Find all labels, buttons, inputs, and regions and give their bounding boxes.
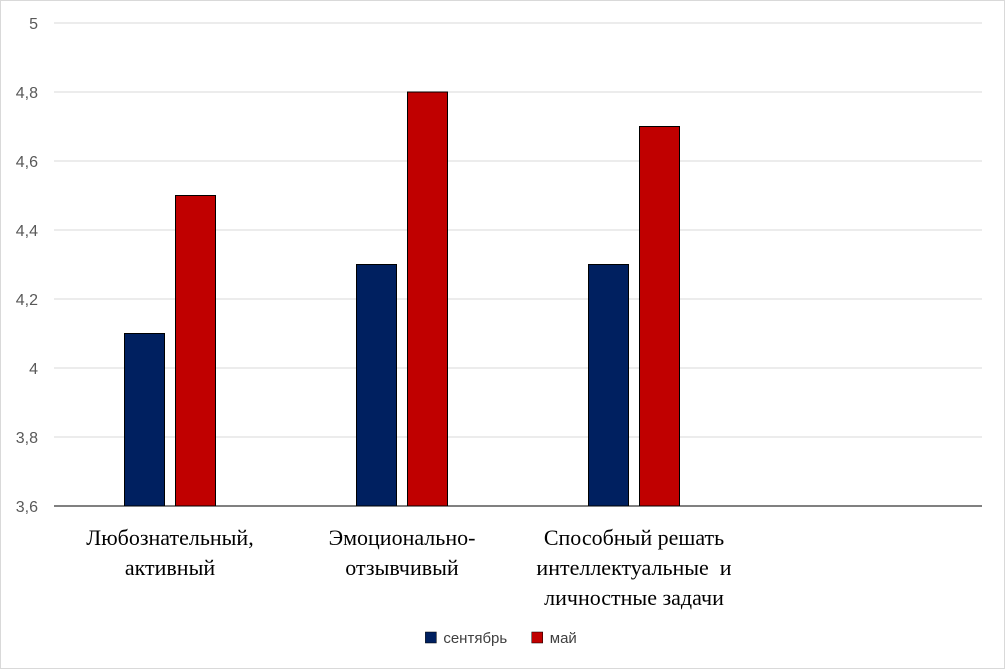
legend-label: май bbox=[550, 630, 577, 647]
y-tick-label: 4,2 bbox=[16, 292, 38, 309]
x-category-label: интеллектуальные и bbox=[536, 555, 731, 580]
bar bbox=[175, 195, 216, 507]
y-tick-label: 4,8 bbox=[16, 85, 38, 102]
bar bbox=[407, 91, 448, 507]
x-category-label: личностные задачи bbox=[544, 585, 724, 610]
x-category-label: Эмоционально- bbox=[329, 525, 476, 550]
y-tick-label: 4,6 bbox=[16, 154, 38, 171]
legend-label: сентябрь bbox=[443, 630, 507, 647]
x-category-label: Любознательный, bbox=[86, 525, 253, 550]
bar bbox=[124, 333, 165, 507]
x-category-label: Способный решать bbox=[544, 525, 724, 550]
y-tick-label: 3,6 bbox=[16, 499, 38, 516]
bar bbox=[588, 264, 629, 507]
x-category-label: отзывчивый bbox=[345, 555, 459, 580]
x-category-label: активный bbox=[125, 555, 215, 580]
bar bbox=[639, 126, 680, 507]
legend-swatch bbox=[425, 631, 437, 644]
y-tick-label: 3,8 bbox=[16, 430, 38, 447]
bar bbox=[356, 264, 397, 507]
legend-swatch bbox=[531, 631, 543, 644]
y-tick-label: 4,4 bbox=[16, 223, 38, 240]
y-tick-label: 5 bbox=[29, 16, 38, 33]
y-tick-label: 4 bbox=[29, 361, 38, 378]
